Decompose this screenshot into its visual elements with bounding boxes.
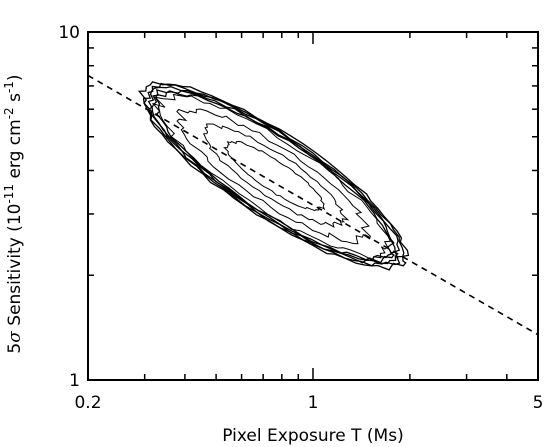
contour-density-region — [137, 81, 410, 271]
contour-level-2 — [142, 82, 405, 267]
x-axis-label: Pixel Exposure T (Ms) — [222, 426, 403, 446]
y-label-mid: erg cm — [5, 119, 25, 184]
contour-level-5 — [154, 90, 395, 262]
x-tick-label: 0.2 — [74, 393, 101, 413]
contour-level-1 — [137, 81, 410, 271]
x-tick-label: 5 — [533, 393, 544, 413]
y-axis-label: 5σ Sensitivity (10-11 erg cm-2 s-1) — [2, 74, 25, 353]
y-label-exp1: -11 — [2, 184, 16, 204]
x-tick-label: 1 — [308, 393, 319, 413]
contour-level-9 — [223, 140, 326, 212]
y-label-exp2: -2 — [2, 107, 16, 119]
y-label-mid2: s — [5, 93, 25, 107]
contour-level-6 — [151, 93, 392, 261]
y-tick-label: 10 — [58, 23, 80, 43]
y-label-text: Sensitivity (10 — [5, 204, 25, 332]
contour-level-7 — [176, 108, 371, 245]
dashed-reference-line — [87, 74, 539, 336]
y-label-sigma: σ — [5, 331, 25, 343]
y-label-suffix: ) — [5, 74, 25, 81]
axis-ticks — [87, 31, 539, 381]
plot-frame — [87, 31, 539, 381]
y-tick-label: 1 — [69, 371, 80, 391]
y-label-exp3: -1 — [2, 81, 16, 93]
contour-level-8 — [202, 123, 350, 228]
y-label-prefix: 5 — [5, 343, 25, 354]
contour-level-4 — [151, 88, 396, 264]
